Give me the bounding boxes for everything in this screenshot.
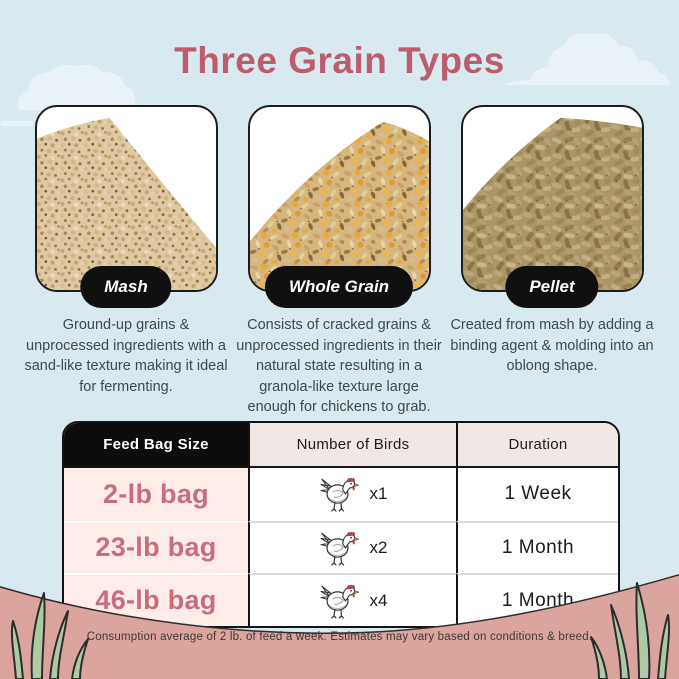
whole-grain-card: [248, 105, 431, 292]
bag-size-cell: 2-lb bag: [64, 468, 248, 521]
header-feed-bag-size: Feed Bag Size: [64, 423, 248, 468]
mash-photo: [37, 117, 216, 290]
pellet-photo: [463, 117, 642, 290]
grass-icon: [590, 582, 671, 679]
pellet-description: Created from mash by adding a binding ag…: [450, 317, 654, 375]
mash-description: Ground-up grains & unprocessed ingredien…: [24, 317, 228, 395]
pellet-card: [461, 105, 644, 292]
mash-label: Mash: [80, 266, 172, 308]
feed-bag-table: Feed Bag Size Number of Birds Duration 2…: [62, 421, 620, 628]
hen-icon: [319, 584, 360, 619]
cloud-icon: [502, 33, 670, 85]
header-number-of-birds: Number of Birds: [248, 423, 456, 468]
header-duration: Duration: [456, 423, 618, 468]
hen-icon: [319, 478, 360, 512]
duration-cell: 1 Month: [456, 573, 618, 626]
birds-cell: x4: [248, 573, 456, 626]
duration-cell: 1 Month: [456, 520, 618, 574]
mash-card: [35, 105, 218, 292]
bird-count: x4: [369, 590, 388, 610]
hill-graphic: [0, 573, 679, 679]
bag-size-cell: 23-lb bag: [64, 520, 248, 574]
cloud-streak: [0, 121, 34, 126]
birds-cell: x1: [248, 468, 456, 521]
page-title: Three Grain Types: [174, 40, 505, 81]
whole-grain-description: Consists of cracked grains & unprocessed…: [236, 317, 442, 416]
duration-cell: 1 Week: [456, 468, 618, 521]
birds-cell: x2: [248, 520, 456, 574]
hen-icon: [319, 531, 360, 566]
table-footnote: Consumption average of 2 lb. of feed a w…: [86, 631, 593, 643]
bird-count: x1: [369, 484, 388, 504]
grass-icon: [10, 592, 89, 679]
whole-grain-label: Whole Grain: [264, 266, 414, 308]
cloud-icon: [17, 64, 136, 110]
bird-count: x2: [369, 537, 388, 557]
whole-grain-photo: [250, 121, 429, 290]
pellet-label: Pellet: [505, 266, 599, 308]
